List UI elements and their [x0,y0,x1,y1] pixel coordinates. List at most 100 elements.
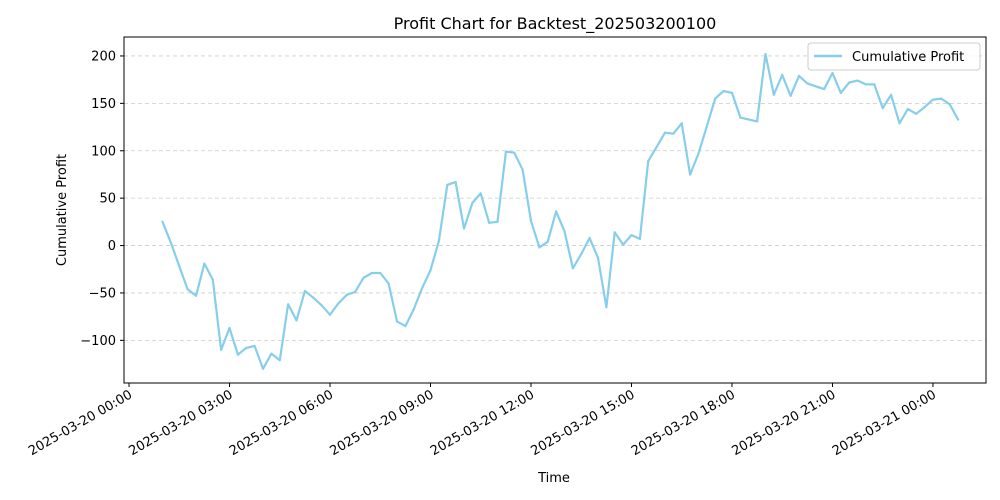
data-point [303,289,306,293]
data-point [471,201,474,204]
data-point [672,132,675,135]
data-point [781,73,784,76]
data-point [488,221,491,224]
data-point [739,116,742,119]
data-point [722,89,725,93]
data-point [228,326,231,330]
data-point [161,220,164,223]
data-point [387,282,390,285]
data-point [169,241,172,244]
data-point [638,237,642,240]
y-tick-label: 100 [91,144,116,159]
data-point [362,276,365,279]
y-axis-ticks: −100 −50 0 50 100 150 200 [80,49,124,349]
data-point [580,253,583,256]
data-point [864,83,868,86]
data-point [931,98,935,101]
data-point [588,236,591,240]
data-point [236,353,239,356]
data-point [521,168,524,171]
data-point [571,267,575,270]
data-point [797,74,801,77]
data-point [689,173,692,176]
data-point [915,112,918,115]
data-point [789,94,792,97]
grid-layer [124,55,986,341]
series-layer [161,52,960,370]
series-line-0 [161,52,960,370]
data-point [211,278,214,281]
data-point [429,269,432,272]
data-point [856,79,859,82]
data-point [898,122,901,125]
data-point [605,306,608,309]
legend-label: Cumulative Profit [852,50,964,65]
data-point [613,231,616,234]
data-point [245,346,248,349]
data-point [848,81,851,84]
data-point [446,183,449,186]
data-point [295,319,298,322]
data-point [370,271,373,275]
data-point [546,240,549,243]
data-point [496,220,499,223]
data-point [504,150,507,153]
data-point [354,290,357,294]
data-point [194,294,198,297]
data-point [655,145,658,149]
data-point [437,239,440,242]
data-point [513,151,516,154]
data-point [563,230,566,233]
data-point [421,287,424,290]
data-point [839,91,842,94]
chart-title: Profit Chart for Backtest_202503200100 [394,14,717,34]
data-point [630,234,633,237]
data-point [823,88,826,91]
data-point [747,118,750,121]
data-point [596,256,600,259]
data-point [278,359,281,362]
data-point [462,227,466,230]
data-point [705,125,709,128]
data-point [328,313,332,316]
y-tick-label: 200 [91,49,116,64]
data-point [697,152,700,155]
data-point [529,219,533,222]
data-point [186,288,189,291]
legend-box [807,42,981,71]
data-point [814,85,817,88]
data-point [831,71,834,75]
data-point [312,296,315,299]
data-point [404,325,407,328]
data-point [395,320,399,323]
data-point [772,93,775,96]
data-point [220,348,223,351]
data-point [806,82,809,85]
data-point [957,118,960,121]
data-point [730,91,734,94]
data-point [345,293,348,296]
data-point [178,265,181,268]
data-point [940,97,943,100]
data-point [923,106,926,109]
data-point [764,53,767,56]
data-point [890,93,893,96]
y-tick-label: 150 [91,97,116,112]
y-tick-label: −100 [80,334,116,349]
data-point [647,160,650,163]
data-point [538,246,541,249]
data-point [320,304,323,307]
data-point [663,131,667,134]
data-point [479,192,482,195]
data-point [756,120,759,123]
x-axis-label: Time [537,471,570,486]
data-point [906,107,909,111]
legend: Cumulative Profit [807,42,981,71]
data-point [680,122,683,125]
y-tick-label: −50 [89,286,116,301]
y-tick-label: 50 [99,192,116,207]
data-point [714,97,717,100]
y-axis-label: Cumulative Profit [55,154,70,266]
